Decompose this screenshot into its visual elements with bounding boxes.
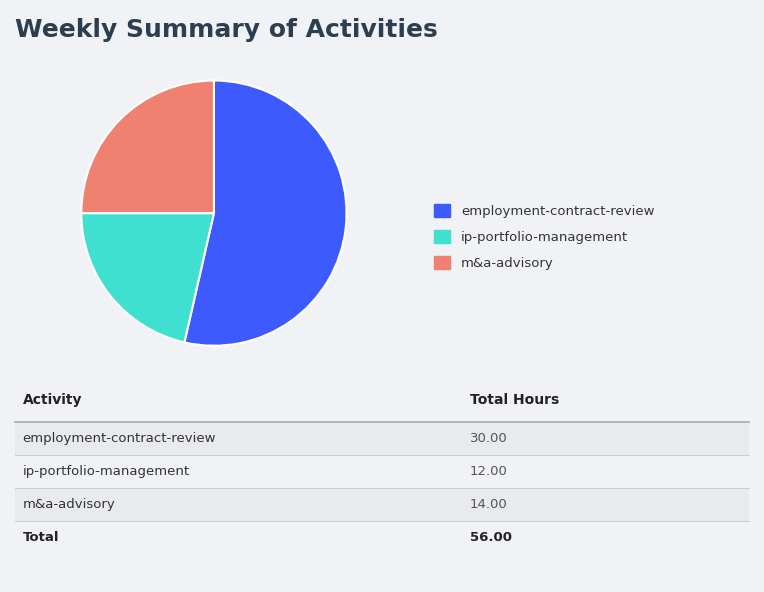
Text: 14.00: 14.00: [470, 498, 508, 510]
Bar: [15, 520, 749, 554]
Text: employment-contract-review: employment-contract-review: [23, 432, 216, 445]
Text: ip-portfolio-management: ip-portfolio-management: [23, 465, 189, 478]
Legend: employment-contract-review, ip-portfolio-management, m&a-advisory: employment-contract-review, ip-portfolio…: [435, 204, 654, 270]
Bar: [15, 488, 749, 520]
Text: 30.00: 30.00: [470, 432, 508, 445]
Wedge shape: [184, 81, 347, 346]
Text: 56.00: 56.00: [470, 530, 512, 543]
Text: 12.00: 12.00: [470, 465, 508, 478]
Bar: [15, 422, 749, 455]
Text: Total Hours: Total Hours: [470, 393, 559, 407]
Text: m&a-advisory: m&a-advisory: [23, 498, 115, 510]
Wedge shape: [81, 81, 214, 213]
Text: Weekly Summary of Activities: Weekly Summary of Activities: [15, 18, 438, 42]
Text: Total: Total: [23, 530, 59, 543]
Wedge shape: [81, 213, 214, 342]
Bar: [15, 455, 749, 488]
Text: Activity: Activity: [23, 393, 82, 407]
